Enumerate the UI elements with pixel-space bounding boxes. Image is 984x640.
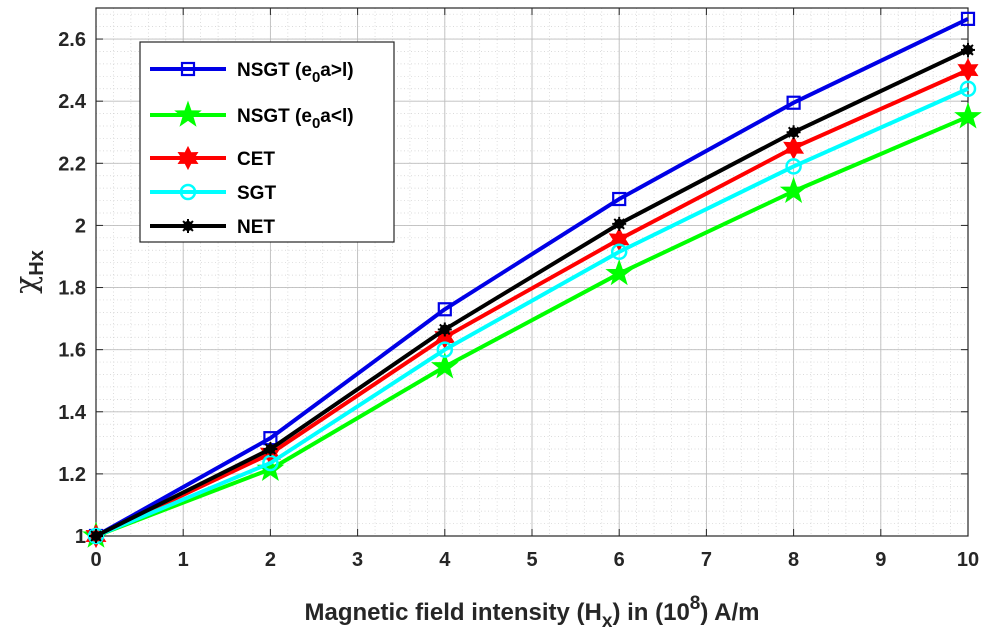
x-tick-label: 6	[614, 549, 625, 571]
y-tick-label: 1.6	[58, 340, 86, 362]
legend-label-1: NSGT (e0a<l)	[237, 106, 354, 132]
x-axis-label-superscript: 8	[690, 593, 701, 614]
series-3-point	[610, 243, 628, 261]
x-tick-label: 0	[90, 549, 101, 571]
legend-marker-3	[179, 183, 197, 201]
series-4-point	[961, 42, 975, 57]
series-4-point	[786, 125, 801, 140]
legend-label-text: CET	[237, 149, 275, 170]
series-line-2	[95, 68, 969, 538]
series-line-3	[95, 86, 969, 538]
legend-marker-1	[174, 100, 202, 127]
legend-label-subscript: 0	[312, 69, 320, 86]
series-0-point	[612, 191, 627, 207]
legend-marker-0	[180, 61, 196, 77]
legend-label-text-end: a<l)	[320, 106, 353, 127]
series-4-point-arm	[439, 323, 451, 336]
legend-label-0: NSGT (e0a>l)	[237, 60, 354, 86]
series-4-point	[89, 529, 103, 543]
series-4-point	[612, 216, 627, 231]
legend-label-text: NSGT (e	[237, 106, 312, 127]
series-line-0	[95, 17, 969, 538]
y-tick-label: 1.2	[58, 464, 86, 486]
x-axis-label-subscript: x	[602, 611, 613, 632]
series-0-point	[960, 11, 976, 26]
legend-marker-4	[181, 219, 195, 233]
series-1-point	[430, 352, 459, 379]
legend-label-subscript: 0	[312, 115, 320, 132]
series-layer	[82, 11, 982, 549]
x-tick-label: 7	[701, 549, 712, 571]
legend-item-2: CET	[150, 145, 275, 171]
series-4-point	[437, 322, 452, 337]
series-1-point	[605, 259, 634, 286]
series-4	[89, 42, 975, 543]
y-axis-label-subscript: Hx	[26, 250, 48, 276]
legend-item-1: NSGT (e0a<l)	[150, 100, 354, 132]
legend-item-3: SGT	[150, 183, 276, 204]
series-1-point	[779, 176, 808, 203]
x-tick-label: 9	[875, 549, 886, 571]
series-4-point-arm	[90, 530, 102, 542]
x-tick-label: 4	[439, 549, 451, 571]
legend-label-text: NET	[237, 217, 275, 238]
y-tick-labels: 1 1.2 1.4 1.6 1.8 2 2.2 2.4 2.6	[58, 29, 87, 548]
y-tick-label: 1.8	[58, 278, 86, 300]
legend-label-text-end: a>l)	[320, 60, 353, 81]
series-1-point	[954, 102, 982, 129]
series-0-point	[786, 95, 801, 110]
legend-label-2: CET	[237, 149, 275, 170]
x-tick-label: 3	[352, 549, 363, 571]
legend-label-3: SGT	[237, 183, 276, 204]
y-tick-label: 2.6	[58, 29, 86, 51]
series-line-4	[95, 48, 969, 538]
legend-marker-4-arm	[182, 220, 194, 232]
series-4-point-arm	[264, 443, 277, 455]
y-tick-label: 1.4	[58, 402, 87, 424]
series-4-point-arm	[613, 218, 625, 230]
legend-item-0: NSGT (e0a>l)	[150, 60, 354, 86]
legend-label-4: NET	[237, 217, 275, 238]
y-tick-label: 2.4	[58, 91, 87, 113]
x-tick-labels: 0 1 2 3 4 5 6 7 8 9 10	[90, 549, 979, 571]
y-tick-label: 2.2	[58, 153, 86, 175]
x-tick-label: 10	[957, 549, 979, 571]
series-3-point	[436, 341, 454, 358]
x-tick-label: 8	[788, 549, 799, 571]
legend-item-4: NET	[150, 217, 275, 238]
series-4-point-arm	[962, 44, 974, 56]
x-tick-label: 5	[526, 549, 537, 571]
y-tick-label: 2	[75, 215, 86, 237]
series-4-point-arm	[787, 126, 800, 138]
series-line-1	[95, 114, 969, 538]
x-tick-label: 1	[178, 549, 189, 571]
series-0-point	[437, 302, 452, 317]
series-3-point	[959, 80, 977, 98]
legend-marker-2	[177, 145, 199, 171]
x-tick-label: 2	[265, 549, 276, 571]
legend-label-text: SGT	[237, 183, 276, 204]
y-tick-label: 1	[75, 526, 86, 548]
series-4-point	[263, 442, 278, 457]
legend-label-text: NSGT (e	[237, 60, 312, 81]
x-axis-label: Magnetic field intensity (Hx) in (108) A…	[305, 593, 760, 632]
y-axis-label: χHx	[9, 250, 48, 294]
series-3-point	[785, 158, 802, 175]
